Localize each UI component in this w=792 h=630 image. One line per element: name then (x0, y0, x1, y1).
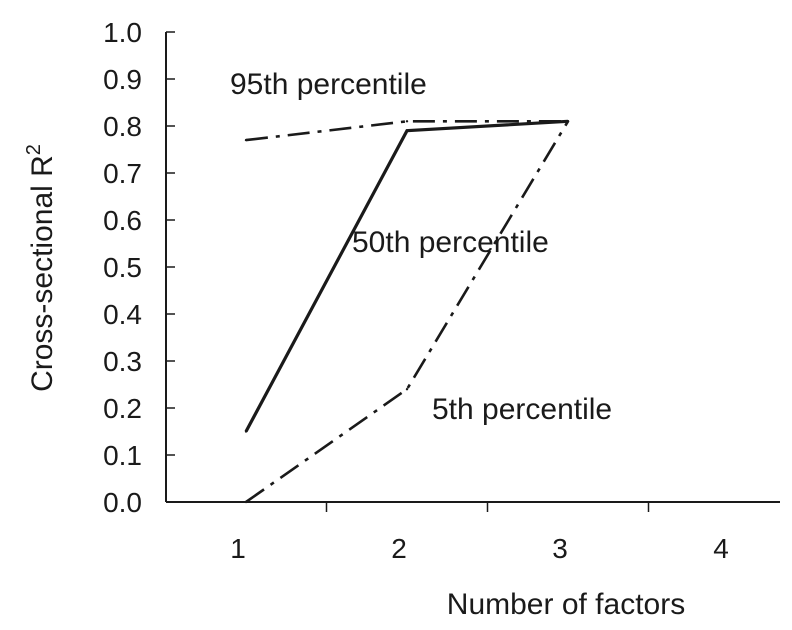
x-tick-label: 2 (391, 533, 407, 564)
y-tick-label: 0.6 (103, 205, 142, 236)
y-tick-label: 0.7 (103, 158, 142, 189)
y-axis-title-superscript: 2 (23, 144, 45, 155)
data-point-p5 (405, 388, 409, 391)
x-tick-label: 3 (552, 533, 568, 564)
y-axis-title-text: Cross-sectional R (26, 155, 59, 392)
y-tick-label: 0.9 (103, 64, 142, 95)
data-point-p50 (405, 129, 409, 132)
data-point-p5 (566, 120, 570, 123)
y-tick-label: 0.1 (103, 440, 142, 471)
series-line-p5 (245, 120, 570, 504)
x-tick-label: 4 (713, 533, 729, 564)
x-tick-label: 1 (230, 533, 246, 564)
y-axis-title: Cross-sectional R2 (23, 144, 59, 392)
series-lines (244, 119, 570, 504)
y-tick-label: 0.3 (103, 346, 142, 377)
series-label-50th: 50th percentile (352, 226, 549, 259)
y-tick-label: 1.0 (103, 17, 142, 48)
tick-labels: 0.0 0.1 0.2 0.3 0.4 0.5 0.6 0.7 0.8 0.9 1.0 1 2 3 4 (103, 17, 729, 564)
data-point-p5 (244, 500, 248, 504)
x-axis-title: Number of factors (447, 588, 685, 621)
series-line-p95 (245, 120, 568, 142)
series-label-95th: 95th percentile (230, 68, 427, 101)
data-point-p95 (405, 120, 409, 123)
series-line-p50 (244, 119, 569, 433)
data-point-p95 (244, 138, 248, 142)
y-tick-label: 0.0 (103, 487, 142, 518)
axes (165, 31, 780, 512)
series-label-5th: 5th percentile (432, 393, 612, 426)
data-point-p50 (244, 430, 248, 433)
y-tick-label: 0.5 (103, 252, 142, 283)
y-tick-label: 0.8 (103, 111, 142, 142)
y-tick-label: 0.4 (103, 299, 142, 330)
y-tick-label: 0.2 (103, 393, 142, 424)
